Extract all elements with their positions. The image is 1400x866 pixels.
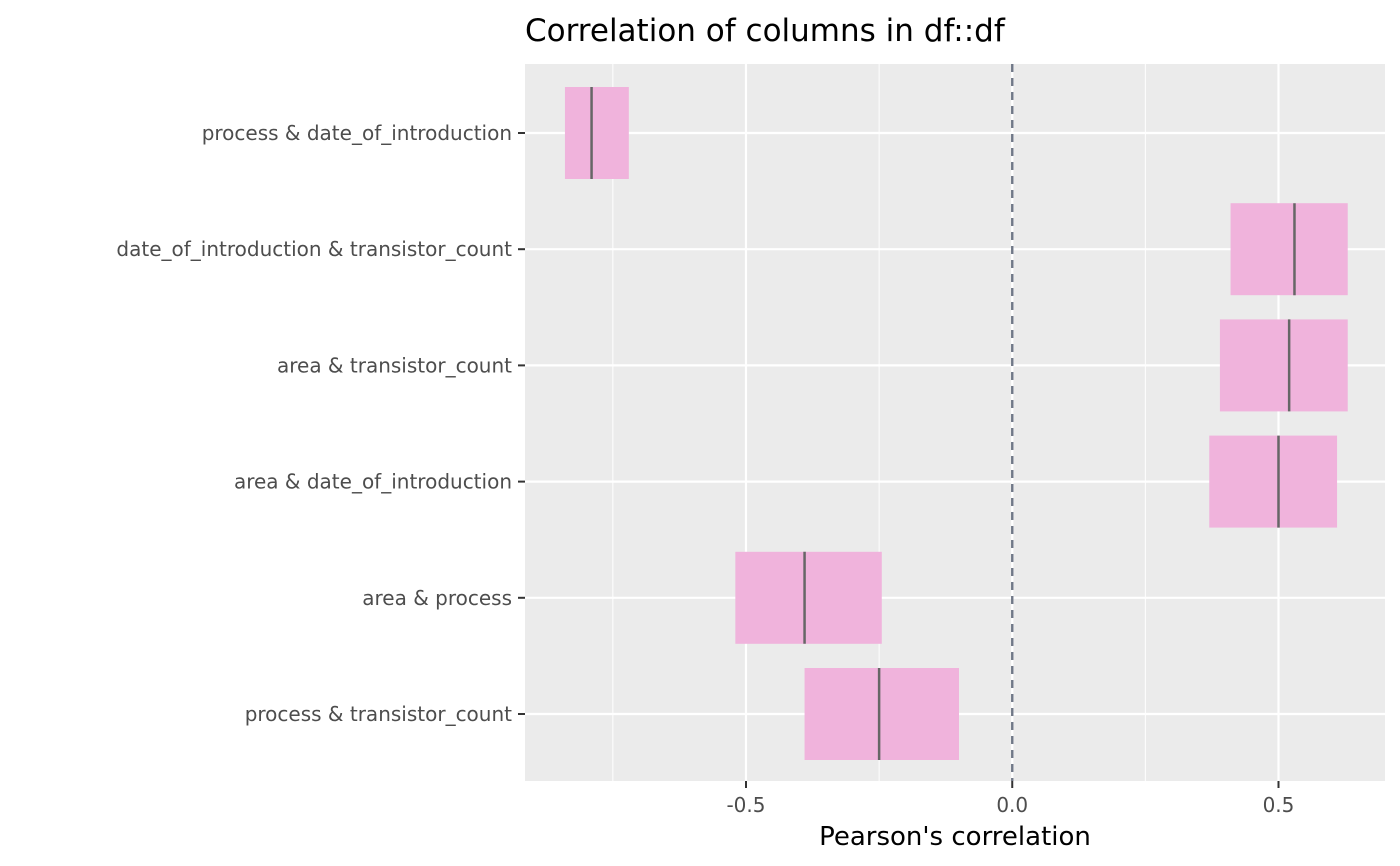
x-tick-label: 0.5 [1263,793,1295,817]
confidence-interval-box [1219,319,1348,412]
confidence-interval-box [1209,435,1338,528]
confidence-interval-box [735,551,882,644]
x-tick-label: 0.0 [996,793,1028,817]
y-tick-label: date_of_introduction & transistor_count [116,237,512,261]
crossbars [564,87,1348,760]
confidence-interval-box [564,87,629,179]
y-tick-label: area & process [362,586,512,610]
x-axis-title: Pearson's correlation [819,822,1091,852]
x-axis: -0.5 0.0 0.5 [726,781,1294,817]
y-tick-label: process & date_of_introduction [202,121,512,145]
confidence-interval-box [804,668,959,760]
y-tick-label: area & transistor_count [277,353,512,377]
plot-panel [525,64,1385,781]
y-tick-label: process & transistor_count [245,702,512,726]
y-axis: process & date_of_introduction date_of_in… [116,121,525,726]
x-tick-label: -0.5 [726,793,765,817]
y-tick-label: area & date_of_introduction [234,470,512,494]
confidence-interval-box [1230,203,1348,296]
chart-title: Correlation of columns in df::df [525,13,1006,49]
